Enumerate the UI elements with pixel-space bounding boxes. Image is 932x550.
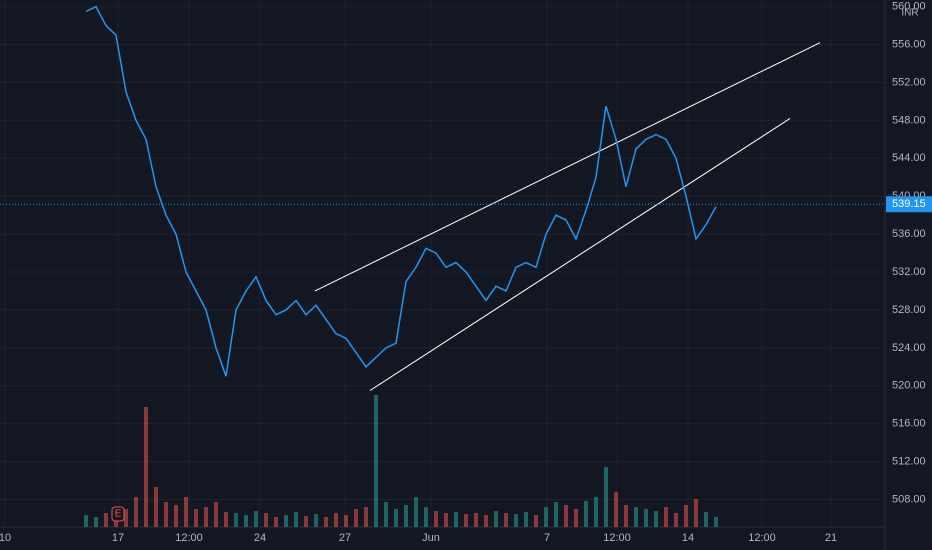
- volume-bar: [194, 509, 198, 527]
- volume-bar: [644, 509, 648, 527]
- volume-bar: [394, 509, 398, 527]
- price-line: [85, 5, 717, 377]
- volume-bar: [584, 501, 588, 527]
- y-tick-label: 532.00: [892, 266, 926, 278]
- volume-bar: [684, 505, 688, 527]
- volume-bar: [164, 502, 168, 527]
- volume-bar: [354, 509, 358, 527]
- volume-bar: [574, 509, 578, 527]
- volume-bar: [84, 515, 88, 527]
- last-price-box: [886, 196, 932, 213]
- volume-bar: [594, 497, 598, 527]
- x-tick-label: 10: [0, 532, 11, 544]
- volume-bar: [234, 513, 238, 527]
- volume-bar: [504, 513, 508, 527]
- volume-bar: [564, 505, 568, 527]
- volume-bar: [614, 492, 618, 527]
- event-label: E: [115, 509, 122, 520]
- y-tick-label: 556.00: [892, 38, 926, 50]
- volume-bar: [694, 499, 698, 527]
- volume-bar: [154, 487, 158, 527]
- volume-bar: [554, 502, 558, 527]
- volume-bar: [664, 507, 668, 527]
- volume-bar: [414, 497, 418, 527]
- volume-bar: [134, 497, 138, 527]
- volume-bar: [254, 511, 258, 527]
- volume-bar: [514, 514, 518, 527]
- volume-bar: [324, 517, 328, 527]
- volume-bar: [304, 516, 308, 527]
- y-tick-label: 516.00: [892, 418, 926, 430]
- volume-bar: [374, 395, 378, 527]
- volume-bar: [344, 515, 348, 527]
- volume-bar: [94, 517, 98, 527]
- volume-bar: [364, 507, 368, 527]
- volume-bar: [334, 513, 338, 527]
- volume-bar: [464, 514, 468, 527]
- x-tick-label: 24: [254, 532, 266, 544]
- x-tick-label: 12:00: [748, 532, 776, 544]
- volume-bar: [534, 515, 538, 527]
- volume-bar: [294, 512, 298, 527]
- volume-bar: [654, 511, 658, 527]
- currency-box: [898, 5, 922, 21]
- y-tick-label: 520.00: [892, 380, 926, 392]
- y-tick-label: 548.00: [892, 114, 926, 126]
- volume-bar: [634, 507, 638, 527]
- trend-line: [369, 118, 791, 391]
- volume-bar: [144, 407, 148, 527]
- volume-bar: [714, 517, 718, 527]
- volume-bar: [274, 517, 278, 527]
- volume-bar: [104, 513, 108, 527]
- grid: [0, 0, 885, 527]
- volume-bar: [604, 467, 608, 527]
- volume-bar: [494, 511, 498, 527]
- volume-bar: [384, 502, 388, 527]
- volume-bar: [284, 515, 288, 527]
- x-tick-label: Jun: [422, 532, 440, 544]
- y-tick-label: 536.00: [892, 228, 926, 240]
- volume-bar: [704, 512, 708, 527]
- x-tick-label: 12:00: [175, 532, 203, 544]
- volume-bar: [314, 514, 318, 527]
- currency-label: INR: [901, 8, 918, 19]
- y-tick-label: 508.00: [892, 493, 926, 505]
- volume-bar: [444, 513, 448, 527]
- x-tick-label: 14: [682, 532, 694, 544]
- volume-bar: [214, 502, 218, 527]
- volume-bar: [264, 513, 268, 527]
- x-tick-label: 7: [544, 532, 550, 544]
- last-price-label: 539.15: [892, 198, 926, 210]
- volume-bar: [474, 513, 478, 527]
- volume-bar: [244, 515, 248, 527]
- y-tick-label: 528.00: [892, 304, 926, 316]
- volume-bar: [674, 513, 678, 527]
- y-tick-label: 544.00: [892, 152, 926, 164]
- volume-bar: [434, 511, 438, 527]
- volume-bar: [224, 512, 228, 527]
- volume-bar: [174, 505, 178, 527]
- y-tick-label: 512.00: [892, 456, 926, 468]
- volume-bar: [454, 512, 458, 527]
- volume-bar: [424, 507, 428, 527]
- volume-bar: [184, 497, 188, 527]
- y-tick-label: 524.00: [892, 342, 926, 354]
- x-tick-label: 21: [825, 532, 837, 544]
- x-tick-label: 12:00: [603, 532, 631, 544]
- event-marker: [111, 506, 125, 522]
- trend-line: [314, 42, 821, 292]
- volume-bar: [484, 515, 488, 527]
- volume-bar: [404, 505, 408, 527]
- x-tick-label: 27: [339, 532, 351, 544]
- x-tick-label: 17: [112, 532, 124, 544]
- volume-bar: [204, 507, 208, 527]
- volume-bar: [524, 512, 528, 527]
- volume-bar: [624, 505, 628, 527]
- y-tick-label: 560.00: [892, 1, 926, 13]
- volume-bar: [124, 509, 128, 527]
- y-tick-label: 552.00: [892, 76, 926, 88]
- volume-bar: [544, 507, 548, 527]
